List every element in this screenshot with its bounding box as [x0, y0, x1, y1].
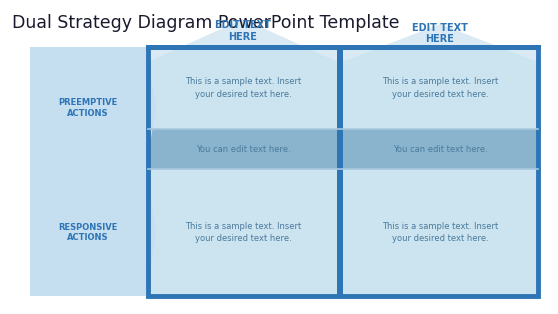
Text: This is a sample text. Insert
your desired text here.: This is a sample text. Insert your desir…: [382, 77, 498, 99]
Bar: [148, 47, 538, 296]
Bar: [342, 47, 538, 129]
Polygon shape: [30, 169, 156, 296]
Text: RESPONSIVE
ACTIONS: RESPONSIVE ACTIONS: [59, 223, 118, 242]
Polygon shape: [342, 24, 538, 62]
Text: EDIT TEXT
HERE: EDIT TEXT HERE: [215, 20, 271, 42]
Bar: [148, 169, 338, 296]
Text: You can edit text here.: You can edit text here.: [196, 144, 290, 154]
Bar: [337, 47, 343, 296]
Text: Dual Strategy Diagram PowerPoint Template: Dual Strategy Diagram PowerPoint Templat…: [12, 14, 400, 32]
Polygon shape: [148, 19, 338, 62]
Bar: [148, 47, 338, 129]
Text: This is a sample text. Insert
your desired text here.: This is a sample text. Insert your desir…: [185, 222, 301, 243]
Bar: [342, 169, 538, 296]
Bar: [342, 129, 538, 169]
Text: PREEMPTIVE
ACTIONS: PREEMPTIVE ACTIONS: [59, 98, 118, 118]
Text: This is a sample text. Insert
your desired text here.: This is a sample text. Insert your desir…: [185, 77, 301, 99]
Text: EDIT TEXT
HERE: EDIT TEXT HERE: [412, 23, 468, 44]
Polygon shape: [30, 47, 156, 169]
Bar: [148, 129, 338, 169]
Text: You can edit text here.: You can edit text here.: [393, 144, 487, 154]
Text: This is a sample text. Insert
your desired text here.: This is a sample text. Insert your desir…: [382, 222, 498, 243]
